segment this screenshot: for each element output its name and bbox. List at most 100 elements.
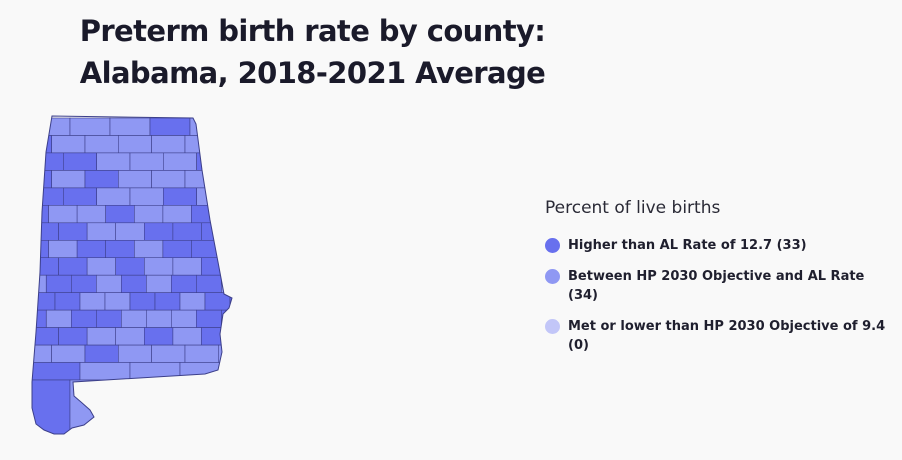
county-region	[229, 362, 232, 381]
county-region	[32, 222, 59, 241]
legend-swatch-higher	[545, 238, 560, 253]
county-region	[172, 222, 202, 241]
county-region	[218, 135, 232, 154]
legend-swatch-met	[545, 319, 560, 334]
page-title: Preterm birth rate by county: Alabama, 2…	[40, 10, 585, 94]
county-region	[86, 222, 116, 241]
county-region	[144, 222, 174, 241]
county-region	[134, 205, 164, 224]
county-region	[51, 170, 86, 189]
county-region	[32, 152, 64, 171]
county-region	[58, 257, 88, 276]
county-region	[121, 309, 147, 328]
county-region	[196, 309, 222, 328]
county-region	[115, 327, 145, 346]
county-region	[149, 117, 191, 136]
county-region	[51, 135, 86, 154]
alabama-map-svg	[31, 115, 233, 435]
county-region	[51, 344, 86, 363]
county-region	[221, 274, 232, 293]
county-region	[184, 170, 219, 189]
county-region	[121, 274, 147, 293]
county-region	[229, 327, 232, 346]
county-region	[162, 240, 192, 259]
county-region	[45, 274, 72, 293]
county-region	[32, 379, 71, 434]
county-region	[229, 222, 232, 241]
alabama-county-map	[28, 112, 238, 438]
county-region	[219, 205, 232, 224]
county-region	[129, 187, 164, 206]
county-region	[229, 257, 232, 276]
county-region	[146, 274, 172, 293]
county-region	[118, 344, 152, 363]
county-region	[96, 187, 131, 206]
county-region	[171, 309, 197, 328]
legend-item-higher: Higher than AL Rate of 12.7 (33)	[545, 236, 890, 255]
county-region	[84, 135, 119, 154]
county-region	[229, 152, 232, 171]
county-region	[32, 257, 59, 276]
county-region	[172, 257, 202, 276]
county-region	[115, 257, 145, 276]
county-region	[79, 362, 131, 381]
county-region	[129, 292, 156, 311]
county-region	[144, 257, 174, 276]
county-region	[32, 292, 56, 311]
map-legend: Percent of live births Higher than AL Ra…	[545, 196, 890, 367]
county-region	[96, 152, 131, 171]
county-region	[179, 292, 206, 311]
county-region	[171, 274, 197, 293]
legend-label-met: Met or lower than HP 2030 Objective of 9…	[568, 319, 886, 353]
county-region	[58, 327, 88, 346]
county-region	[115, 222, 145, 241]
county-region	[191, 205, 221, 224]
title-line-2: Alabama, 2018-2021 Average	[79, 56, 546, 90]
county-region	[32, 327, 59, 346]
legend-label-higher: Higher than AL Rate of 12.7 (33)	[568, 238, 807, 253]
county-region	[184, 344, 219, 363]
county-region	[201, 222, 231, 241]
county-region	[219, 240, 232, 259]
county-region	[162, 205, 192, 224]
county-region	[32, 362, 81, 381]
county-region	[229, 187, 232, 206]
county-region	[32, 187, 64, 206]
county-region	[69, 117, 111, 136]
county-region	[151, 135, 186, 154]
county-region	[84, 170, 119, 189]
county-region	[48, 205, 78, 224]
legend-title: Percent of live births	[545, 198, 721, 218]
legend-label-between: Between HP 2030 Objective and AL Rate (3…	[568, 269, 865, 303]
county-region	[32, 274, 47, 293]
county-region	[151, 170, 186, 189]
county-region	[154, 292, 181, 311]
county-region	[45, 309, 72, 328]
county-region	[129, 152, 164, 171]
county-region	[62, 152, 97, 171]
county-region	[118, 170, 152, 189]
county-region	[104, 292, 131, 311]
county-region	[144, 327, 174, 346]
county-region	[70, 309, 97, 328]
county-region	[32, 205, 49, 224]
county-cells	[32, 117, 232, 434]
county-region	[118, 135, 152, 154]
county-region	[96, 309, 122, 328]
county-region	[84, 344, 119, 363]
county-region	[172, 327, 202, 346]
county-region	[151, 344, 186, 363]
county-region	[96, 274, 122, 293]
county-region	[163, 187, 197, 206]
county-region	[105, 240, 135, 259]
county-region	[48, 240, 78, 259]
county-region	[32, 240, 49, 259]
county-region	[146, 309, 172, 328]
legend-item-between: Between HP 2030 Objective and AL Rate (3…	[545, 267, 890, 305]
county-region	[79, 292, 106, 311]
county-region	[229, 117, 232, 136]
legend-item-met: Met or lower than HP 2030 Objective of 9…	[545, 317, 890, 355]
county-region	[32, 170, 52, 189]
county-region	[62, 187, 97, 206]
county-region	[196, 274, 222, 293]
